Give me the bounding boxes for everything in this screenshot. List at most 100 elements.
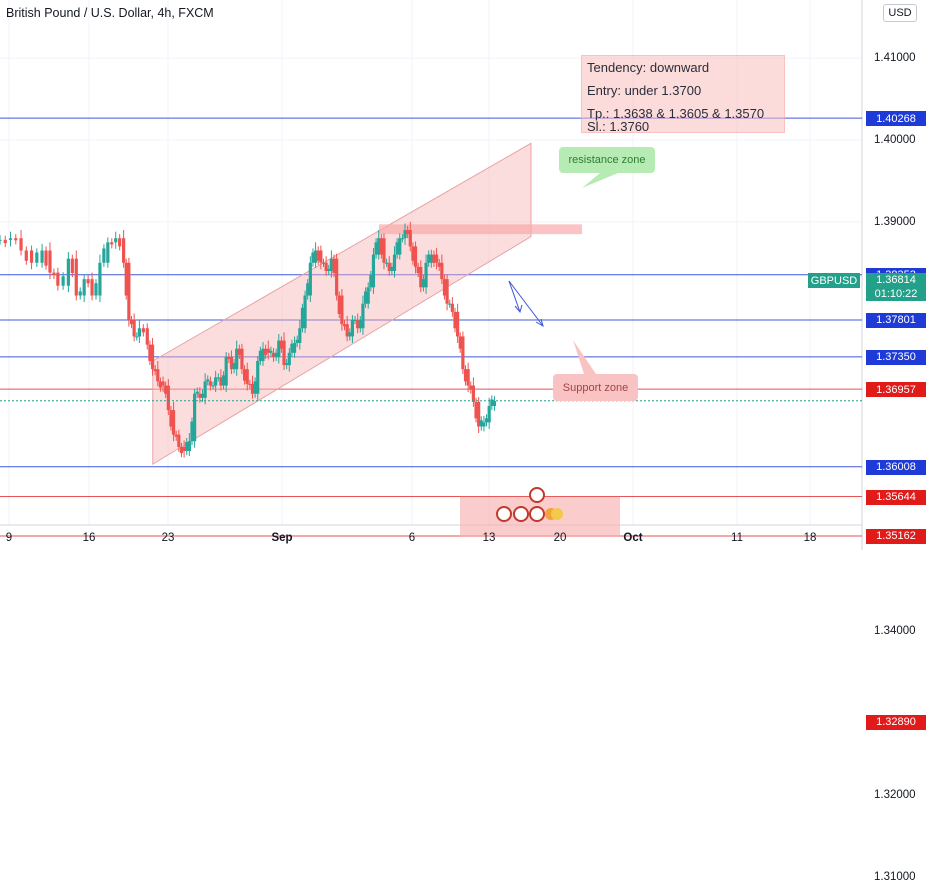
candle-body bbox=[35, 252, 39, 263]
candle-body bbox=[285, 363, 289, 366]
candle-body bbox=[342, 324, 347, 327]
candle-body bbox=[419, 266, 423, 288]
price-level-tag: 1.40268 bbox=[866, 111, 926, 127]
price-level-tag: 1.36008 bbox=[866, 459, 926, 475]
candle-body bbox=[150, 344, 155, 370]
candle-body bbox=[253, 381, 257, 394]
candle-body bbox=[429, 254, 433, 263]
candle-body bbox=[235, 348, 239, 370]
candle-body bbox=[129, 320, 134, 325]
candle-body bbox=[279, 340, 284, 349]
candle-body bbox=[211, 385, 215, 387]
candle-body bbox=[266, 348, 270, 353]
candle-body bbox=[377, 238, 381, 255]
candle-body bbox=[311, 252, 315, 263]
candle-body bbox=[295, 339, 299, 343]
candle-body bbox=[137, 328, 141, 337]
candle-body bbox=[24, 250, 28, 261]
candle-body bbox=[395, 242, 399, 255]
x-tick-label: 11 bbox=[731, 532, 743, 544]
candle-body bbox=[132, 320, 136, 337]
candle-body bbox=[153, 369, 157, 372]
entry-text: Entry: under 1.3700 bbox=[587, 83, 702, 98]
candle-body bbox=[403, 230, 407, 239]
candle-body bbox=[448, 303, 452, 305]
candle-body bbox=[161, 381, 165, 386]
price-level-tag: 1.36957 bbox=[866, 382, 926, 398]
price-chart[interactable] bbox=[0, 0, 932, 550]
candle-body bbox=[82, 279, 86, 296]
candle-body bbox=[203, 381, 207, 398]
currency-button[interactable]: USD bbox=[883, 4, 917, 22]
candle-body bbox=[442, 279, 447, 296]
price-level-tag: 1.35644 bbox=[866, 489, 926, 505]
candle-body bbox=[187, 441, 191, 452]
candle-body bbox=[224, 356, 228, 386]
candle-body bbox=[240, 348, 244, 370]
candle-body bbox=[221, 375, 226, 386]
candle-body bbox=[185, 442, 189, 452]
candle-body bbox=[110, 242, 114, 245]
candle-body bbox=[271, 352, 276, 357]
candle-body bbox=[182, 446, 186, 452]
candle-body bbox=[424, 262, 428, 288]
candle-body bbox=[52, 272, 56, 276]
candle-body bbox=[387, 262, 391, 271]
candle-body bbox=[350, 320, 355, 337]
candle-body bbox=[458, 336, 462, 349]
price-level-tag: 1.37801 bbox=[866, 312, 926, 328]
price-level-tag: 1.35162 bbox=[866, 528, 926, 544]
candle-body bbox=[413, 246, 418, 267]
candle-body bbox=[174, 434, 178, 437]
candle-body bbox=[353, 320, 357, 322]
take-profit-text: Tp.: 1.3638 & 1.3605 & 1.3570 bbox=[587, 106, 765, 121]
x-tick-label: 20 bbox=[553, 532, 567, 544]
tendency-text: Tendency: downward bbox=[587, 60, 710, 75]
candle-body bbox=[408, 230, 412, 247]
candle-body bbox=[292, 342, 297, 353]
candle-body bbox=[198, 393, 202, 398]
candle-body bbox=[250, 383, 255, 394]
candle-body bbox=[385, 262, 389, 264]
resistance-zone-rect[interactable] bbox=[379, 224, 582, 235]
candle-body bbox=[298, 328, 302, 343]
candle-body bbox=[453, 311, 457, 329]
candle-body bbox=[300, 307, 305, 329]
candle-body bbox=[411, 246, 415, 261]
candle-body bbox=[490, 399, 494, 407]
forecast-arrows bbox=[508, 280, 544, 328]
candle-body bbox=[379, 238, 383, 255]
candle-body bbox=[361, 303, 365, 329]
candle-body bbox=[340, 295, 344, 325]
x-tick-label: 6 bbox=[408, 532, 416, 544]
candle-body bbox=[145, 328, 149, 345]
candle-body bbox=[335, 258, 339, 296]
forecast-arrow-2 bbox=[508, 280, 544, 327]
resistance-zone-label[interactable]: resistance zone bbox=[559, 147, 655, 173]
candle-body bbox=[114, 238, 118, 243]
candle-body bbox=[179, 446, 184, 454]
candle-body bbox=[487, 406, 491, 423]
candle-body bbox=[471, 385, 475, 402]
candle-body bbox=[44, 250, 48, 266]
candle-body bbox=[398, 238, 402, 255]
candle-body bbox=[106, 242, 110, 263]
candle-body bbox=[432, 254, 436, 263]
candle-body bbox=[303, 295, 307, 329]
candle-body bbox=[19, 238, 23, 251]
candle-body bbox=[282, 340, 286, 366]
candle-body bbox=[369, 275, 373, 288]
forecast-arrow-1 bbox=[508, 280, 521, 313]
support-zone-label[interactable]: Support zone bbox=[553, 374, 638, 401]
chart-title: British Pound / U.S. Dollar, 4h, FXCM bbox=[6, 6, 214, 20]
candle-body bbox=[324, 262, 328, 271]
candle-body bbox=[102, 248, 106, 263]
candle-body bbox=[277, 340, 281, 357]
candle-body bbox=[434, 254, 439, 263]
trade-note[interactable]: Tendency: downward Entry: under 1.3700 T… bbox=[581, 55, 785, 134]
candle-body bbox=[469, 385, 473, 390]
us-flag-icon bbox=[496, 506, 512, 522]
candle-body bbox=[124, 262, 128, 296]
candle-body bbox=[329, 258, 333, 271]
event-icon bbox=[551, 508, 563, 520]
